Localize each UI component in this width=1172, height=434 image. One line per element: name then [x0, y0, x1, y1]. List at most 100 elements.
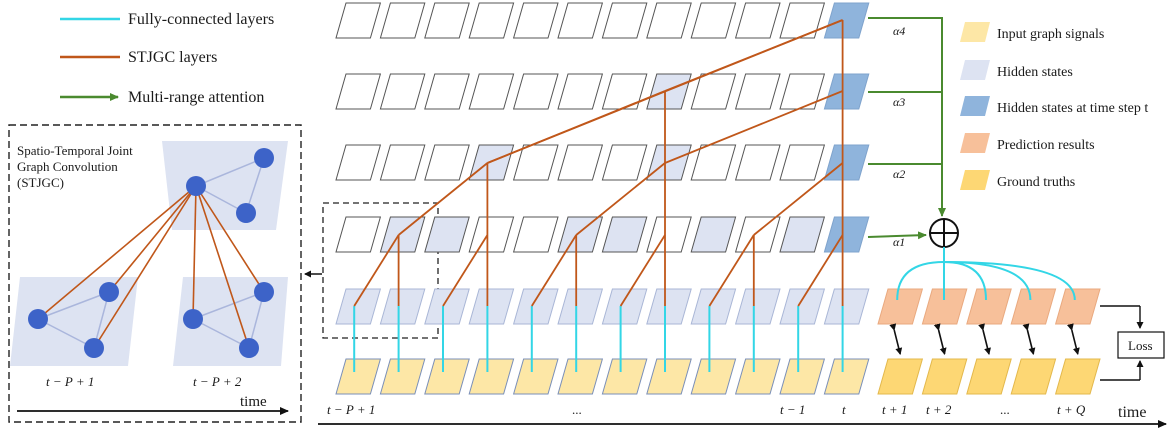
cell-r3-c7	[646, 216, 692, 253]
cell-r5-c4	[512, 358, 559, 395]
stjgc-l1-5-a	[797, 234, 844, 307]
inset-graph-nodes	[28, 148, 274, 358]
cell-r1-c0	[335, 73, 382, 110]
stjgc-l1-3-a	[619, 234, 666, 307]
legend-hidden-swatch	[960, 60, 990, 80]
cell-r4-c0	[335, 288, 382, 325]
pred-fc-arc-0	[896, 261, 945, 301]
cell-r1-c5	[557, 73, 604, 110]
cell-r2-c0	[335, 144, 382, 181]
compare-arrow-4	[1066, 323, 1080, 355]
legend-fc-label: Fully-connected layers	[128, 11, 274, 28]
cell-r1-c8	[690, 73, 737, 110]
cell-r1-c1	[379, 73, 426, 110]
stjgc-l1-0-a	[353, 234, 400, 307]
prediction-fc-lines	[896, 247, 1076, 301]
stjgc-l2-0-a	[398, 162, 488, 236]
cell-r5-c8	[690, 358, 737, 395]
compare-arrow-2	[978, 323, 991, 355]
ground-cell-1	[921, 358, 968, 395]
time-label-dots: ...	[572, 402, 582, 417]
legend-input-label: Input graph signals	[997, 27, 1104, 42]
cell-r0-c6	[601, 2, 648, 39]
time-label-t-plus-1: t + 1	[882, 402, 907, 417]
stjgc-lines	[353, 19, 844, 307]
cell-r2-c8	[690, 144, 737, 181]
loss-label: Loss	[1128, 338, 1153, 353]
cell-r5-c10	[779, 358, 826, 395]
time-label-first: t − P + 1	[327, 402, 375, 417]
legend-prediction-swatch	[960, 133, 990, 153]
ground-truth-cells	[877, 358, 1101, 395]
cell-r1-c3	[468, 73, 515, 110]
cell-r0-c4	[512, 2, 559, 39]
cell-r5-c0	[335, 358, 382, 395]
cell-r3-c4	[512, 216, 559, 253]
time-label-t-plus-q: t + Q	[1057, 402, 1086, 417]
stjgc-l2-2-a	[753, 162, 844, 236]
compare-arrow-0	[889, 323, 903, 355]
cell-r4-c2	[424, 288, 470, 325]
cell-r2-c4	[512, 144, 559, 181]
time-label-dots-2: ...	[1000, 402, 1010, 417]
cell-r4-c6	[601, 288, 648, 325]
cell-r0-c8	[690, 2, 737, 39]
sum-operator-icon	[929, 218, 959, 248]
cell-r2-c10	[779, 144, 826, 181]
cell-r3-c8	[690, 216, 737, 253]
main-time-label: time	[1118, 404, 1146, 421]
attention-arrow-1	[868, 17, 946, 217]
cell-r5-c3	[468, 358, 515, 395]
prediction-cells	[877, 288, 1101, 325]
ground-cell-0	[877, 358, 924, 395]
cell-r0-c0	[335, 2, 382, 39]
stjgc-l1-2-a	[531, 234, 577, 307]
cell-r1-c10	[779, 73, 826, 110]
cell-r0-c3	[468, 2, 515, 39]
loss-box	[1117, 331, 1165, 359]
inset-label-right: t − P + 2	[193, 374, 242, 389]
alpha-3: α3	[893, 95, 905, 109]
inset-title-line3: (STJGC)	[17, 175, 64, 190]
cell-r5-c11	[823, 358, 870, 395]
cell-r1-c4	[512, 73, 559, 110]
time-label-t: t	[842, 402, 846, 417]
cell-r4-c9	[734, 288, 781, 325]
legend-prediction-label: Prediction results	[997, 138, 1095, 153]
cell-r3-c1	[379, 216, 426, 253]
legend-input-swatch	[960, 22, 990, 42]
inset-time-label: time	[240, 394, 267, 410]
legend-ground-swatch	[960, 170, 990, 190]
cell-r2-c11	[823, 144, 870, 181]
attention-arrow-4	[867, 231, 927, 240]
cell-r3-c10	[779, 216, 826, 253]
cell-r4-c10	[779, 288, 826, 325]
alpha-4: α4	[893, 24, 905, 38]
cell-r0-c9	[734, 2, 781, 39]
ground-cell-4	[1054, 358, 1101, 395]
cell-r4-c8	[690, 288, 737, 325]
stjgc-l4-b	[664, 19, 843, 92]
cell-r4-c1	[379, 288, 426, 325]
compare-arrow-3	[1022, 323, 1036, 355]
cell-r0-c10	[779, 2, 826, 39]
cell-r3-c0	[335, 216, 382, 253]
cell-r3-c3	[468, 216, 515, 253]
cell-r3-c5	[557, 216, 604, 253]
stjgc-l1-1-a	[442, 234, 489, 307]
pred-fc-arc-4	[943, 261, 1076, 301]
zoom-selection-box	[322, 202, 439, 339]
cell-r5-c6	[601, 358, 648, 395]
pred-cell-0	[877, 288, 924, 325]
alpha-1: α1	[893, 235, 905, 249]
time-label-t-plus-2: t + 2	[926, 402, 952, 417]
cell-r5-c5	[557, 358, 604, 395]
legend-attention-label: Multi-range attention	[128, 89, 264, 106]
cell-r5-c1	[379, 358, 426, 395]
cell-r3-c6	[601, 216, 648, 253]
cell-r0-c1	[379, 2, 426, 39]
cell-r2-c5	[557, 144, 604, 181]
stjgc-l2-1-a	[575, 162, 666, 236]
time-label-t-minus-1: t − 1	[780, 402, 805, 417]
